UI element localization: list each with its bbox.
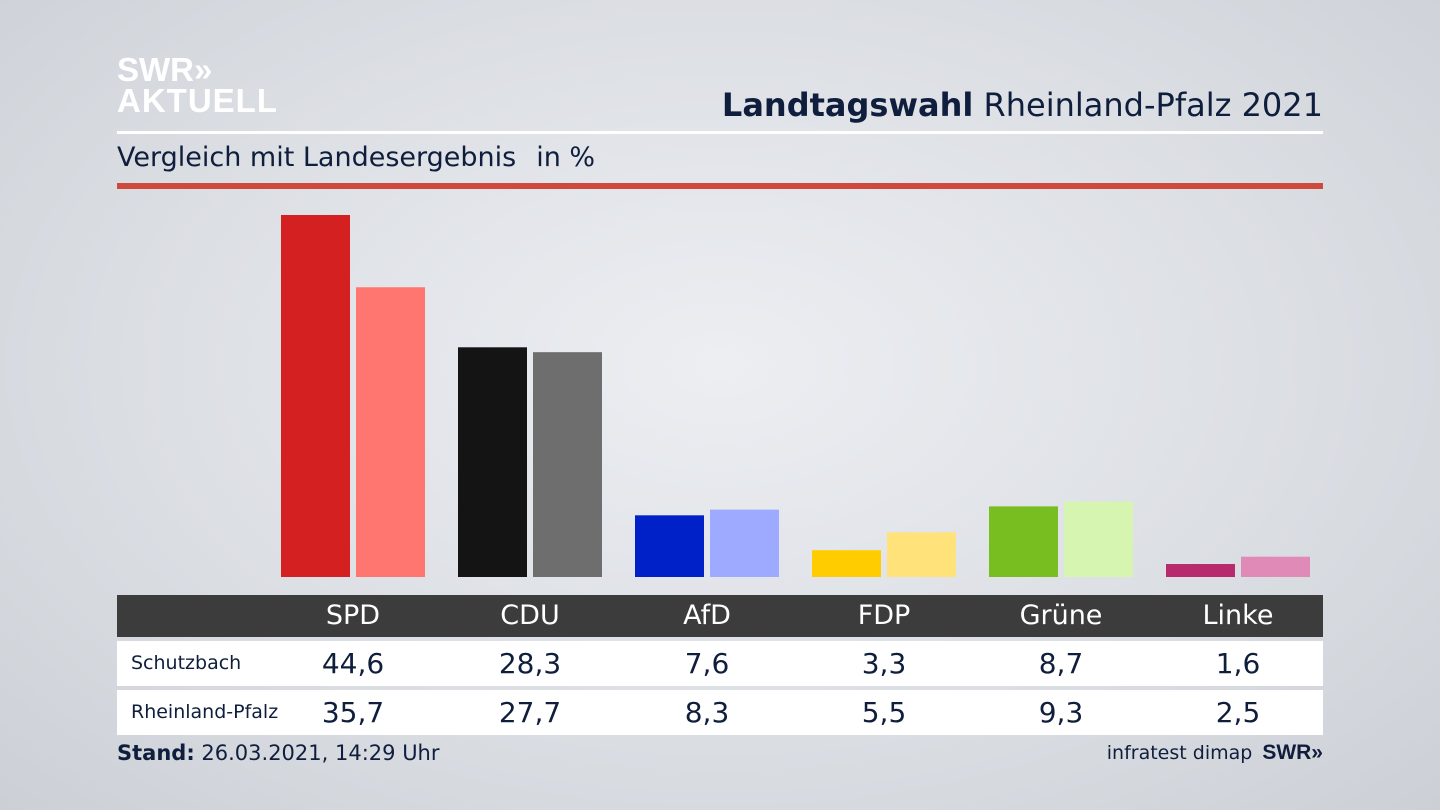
bar-chart xyxy=(281,215,1310,577)
header-cell: Grüne xyxy=(1019,600,1103,631)
value-cell: 8,7 xyxy=(1038,647,1084,680)
subtitle-unit: in % xyxy=(536,142,596,173)
value-cell: 5,5 xyxy=(861,696,907,729)
bar-linke-rheinland-pfalz xyxy=(1241,556,1310,577)
header-cell: SPD xyxy=(325,600,381,631)
value-cell: 28,3 xyxy=(498,647,562,680)
page-title: Landtagswahl Rheinland-Pfalz 2021 xyxy=(722,86,1323,124)
value-cell: 8,3 xyxy=(684,696,730,729)
value-cell: 44,6 xyxy=(321,647,385,680)
bar-fdp-schutzbach xyxy=(812,550,881,577)
bar-cdu-rheinland-pfalz xyxy=(533,352,602,577)
row-label: Rheinland-Pfalz xyxy=(131,701,279,723)
value-cell: 7,6 xyxy=(684,647,730,680)
value-cell: 3,3 xyxy=(861,647,907,680)
header-cell: CDU xyxy=(500,600,560,631)
bar-afd-schutzbach xyxy=(635,515,704,577)
table-row: Schutzbach 44,6 28,3 7,6 3,3 8,7 1,6 xyxy=(117,641,1323,686)
header-cell: Linke xyxy=(1202,600,1274,631)
bar-spd-schutzbach xyxy=(281,215,350,577)
swr-aktuell-logo: SWR» AKTUELL xyxy=(117,51,278,119)
bar-linke-schutzbach xyxy=(1166,564,1235,577)
bar-afd-rheinland-pfalz xyxy=(710,509,779,577)
title-rest: Rheinland-Pfalz 2021 xyxy=(983,86,1323,124)
bar-cdu-schutzbach xyxy=(458,347,527,577)
title-divider xyxy=(117,131,1323,134)
value-cell: 2,5 xyxy=(1215,696,1261,729)
value-cell: 35,7 xyxy=(321,696,385,729)
logo-line-1: SWR» xyxy=(117,51,213,88)
swr-footer-logo: SWR» xyxy=(1262,741,1323,764)
stand-value: 26.03.2021, 14:29 Uhr xyxy=(201,741,440,765)
value-cell: 1,6 xyxy=(1215,647,1261,680)
subtitle-text: Vergleich mit Landesergebnis xyxy=(117,142,517,173)
source-credit: infratest dimap SWR» xyxy=(1107,741,1323,765)
source-text: infratest dimap xyxy=(1106,742,1253,764)
chart-subtitle: Vergleich mit Landesergebnis in % xyxy=(117,142,595,173)
results-table: SPD CDU AfD FDP Grüne Linke Schutzbach 44,6 28… xyxy=(117,595,1323,735)
table-header-row: SPD CDU AfD FDP Grüne Linke xyxy=(117,595,1323,637)
stand-label: Stand: xyxy=(117,741,195,765)
bar-grne-schutzbach xyxy=(989,506,1058,577)
table-row: Rheinland-Pfalz 35,7 27,7 8,3 5,5 9,3 2,5 xyxy=(117,690,1323,735)
value-cell: 9,3 xyxy=(1038,696,1084,729)
header-cell: FDP xyxy=(857,600,911,631)
logo-line-2: AKTUELL xyxy=(117,82,278,119)
timestamp: Stand: 26.03.2021, 14:29 Uhr xyxy=(117,741,440,765)
subtitle-divider xyxy=(117,183,1323,189)
value-cell: 27,7 xyxy=(498,696,562,729)
bar-fdp-rheinland-pfalz xyxy=(887,532,956,577)
bar-grne-rheinland-pfalz xyxy=(1064,501,1133,577)
row-label: Schutzbach xyxy=(131,652,242,674)
bar-spd-rheinland-pfalz xyxy=(356,287,425,577)
header-cell: AfD xyxy=(683,600,731,631)
title-bold: Landtagswahl xyxy=(721,86,974,124)
